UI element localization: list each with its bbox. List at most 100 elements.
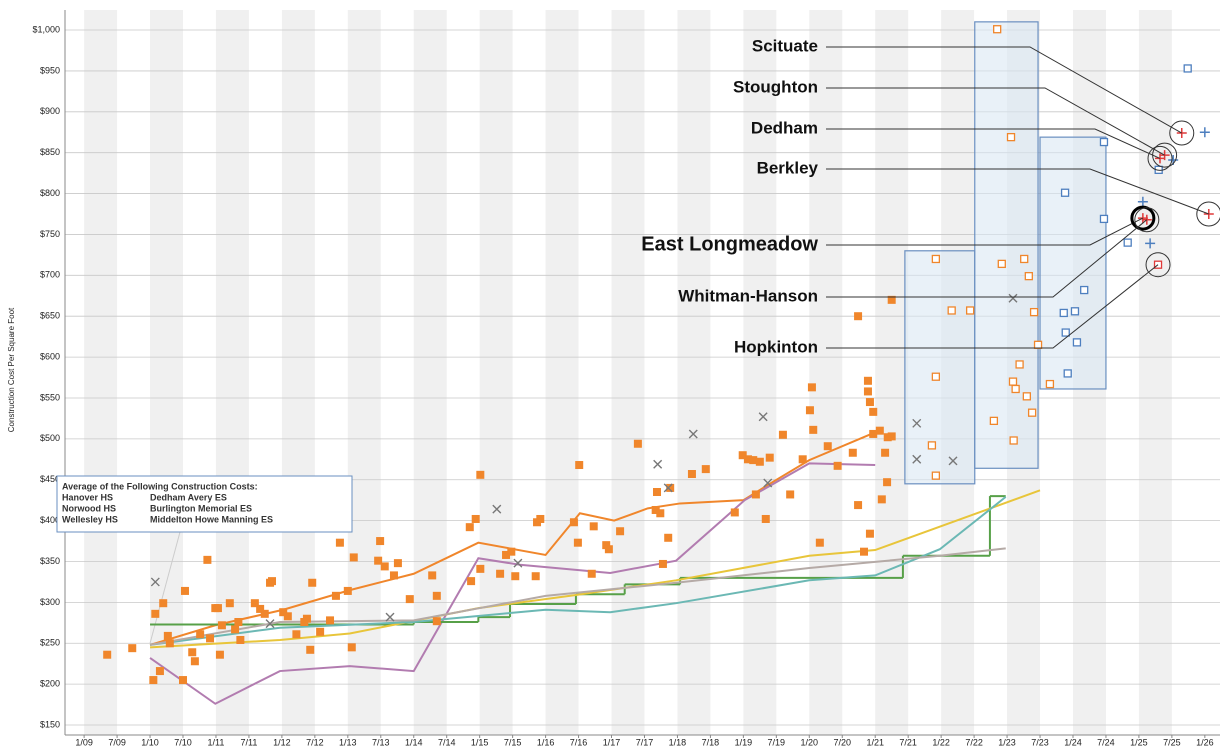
point bbox=[432, 617, 441, 626]
point bbox=[250, 599, 259, 608]
point bbox=[778, 430, 787, 439]
point bbox=[931, 254, 941, 264]
point bbox=[763, 478, 773, 488]
point bbox=[569, 518, 578, 527]
point bbox=[476, 564, 485, 573]
point bbox=[1070, 307, 1080, 316]
point bbox=[1123, 238, 1132, 247]
point bbox=[854, 312, 863, 321]
point bbox=[815, 538, 824, 547]
point bbox=[761, 514, 770, 523]
point bbox=[347, 643, 356, 652]
point bbox=[1072, 338, 1082, 347]
point bbox=[511, 572, 520, 581]
point bbox=[149, 676, 158, 685]
callout-circle bbox=[1169, 120, 1195, 146]
leader-line bbox=[826, 46, 1183, 134]
leader-line bbox=[826, 217, 1144, 246]
band bbox=[413, 10, 447, 735]
point bbox=[265, 619, 275, 629]
band bbox=[545, 10, 579, 735]
callout-circle bbox=[1130, 205, 1156, 231]
band bbox=[215, 10, 249, 735]
y-tick-label: $350 bbox=[40, 556, 60, 566]
x-tick-label: 7/09 bbox=[108, 737, 126, 747]
band bbox=[875, 10, 909, 735]
point bbox=[236, 635, 245, 644]
x-tick-label: 7/19 bbox=[768, 737, 786, 747]
point bbox=[428, 571, 437, 580]
point bbox=[912, 418, 922, 428]
point bbox=[823, 442, 832, 451]
y-tick-label: $200 bbox=[40, 679, 60, 689]
annotation-label: Stoughton bbox=[733, 77, 818, 96]
point bbox=[602, 541, 611, 550]
point bbox=[749, 456, 758, 465]
x-tick-label: 7/10 bbox=[174, 737, 192, 747]
band bbox=[479, 10, 513, 735]
x-tick-label: 1/23 bbox=[998, 737, 1016, 747]
point bbox=[575, 461, 584, 470]
point bbox=[188, 648, 197, 657]
point bbox=[150, 577, 160, 587]
point bbox=[196, 630, 205, 639]
point bbox=[1033, 340, 1043, 349]
y-tick-label: $950 bbox=[40, 65, 60, 75]
point bbox=[256, 604, 265, 613]
point bbox=[393, 559, 402, 568]
point bbox=[948, 456, 958, 466]
x-tick-label: 1/09 bbox=[75, 737, 93, 747]
point bbox=[471, 514, 480, 523]
point bbox=[883, 478, 892, 487]
point bbox=[1024, 271, 1033, 281]
y-tick-label: $400 bbox=[40, 515, 60, 525]
point bbox=[234, 618, 243, 627]
point bbox=[159, 599, 168, 608]
x-tick-label: 1/24 bbox=[1064, 737, 1082, 747]
point bbox=[349, 553, 358, 562]
legend-item: Dedham Avery ES bbox=[150, 492, 227, 502]
point bbox=[1155, 153, 1166, 164]
x-tick-label: 1/17 bbox=[603, 737, 621, 747]
leader-line bbox=[826, 168, 1209, 215]
point bbox=[869, 407, 878, 416]
point bbox=[688, 429, 698, 439]
band bbox=[677, 10, 711, 735]
point bbox=[1063, 369, 1072, 378]
point bbox=[927, 441, 937, 450]
y-tick-label: $600 bbox=[40, 351, 60, 361]
point bbox=[1145, 238, 1156, 249]
point bbox=[513, 558, 523, 568]
point bbox=[663, 483, 673, 493]
point bbox=[376, 537, 385, 546]
point bbox=[1020, 254, 1029, 264]
point bbox=[947, 306, 956, 315]
point bbox=[432, 591, 441, 600]
point bbox=[633, 439, 642, 448]
point bbox=[206, 634, 215, 643]
point bbox=[931, 471, 941, 480]
point bbox=[231, 625, 240, 634]
legend-box: Average of the Following Construction Co… bbox=[56, 475, 353, 533]
point bbox=[587, 569, 596, 578]
annotation-label: Whitman-Hanson bbox=[678, 286, 818, 305]
point bbox=[1183, 64, 1192, 73]
point bbox=[965, 306, 975, 315]
point bbox=[869, 429, 878, 438]
point bbox=[213, 604, 222, 613]
legend-item: Burlington Memorial ES bbox=[150, 503, 252, 513]
point bbox=[765, 453, 774, 462]
point bbox=[807, 383, 816, 392]
callout-circle bbox=[1196, 201, 1220, 227]
x-tick-label: 7/16 bbox=[570, 737, 588, 747]
y-tick-label: $700 bbox=[40, 270, 60, 280]
annotation-label: Hopkinton bbox=[734, 337, 818, 356]
point bbox=[1009, 436, 1018, 445]
point bbox=[805, 406, 814, 415]
band bbox=[84, 10, 118, 735]
point bbox=[651, 505, 660, 514]
point bbox=[343, 586, 352, 595]
x-tick-label: 1/19 bbox=[735, 737, 753, 747]
point bbox=[380, 562, 389, 571]
x-tick-label: 7/21 bbox=[899, 737, 917, 747]
